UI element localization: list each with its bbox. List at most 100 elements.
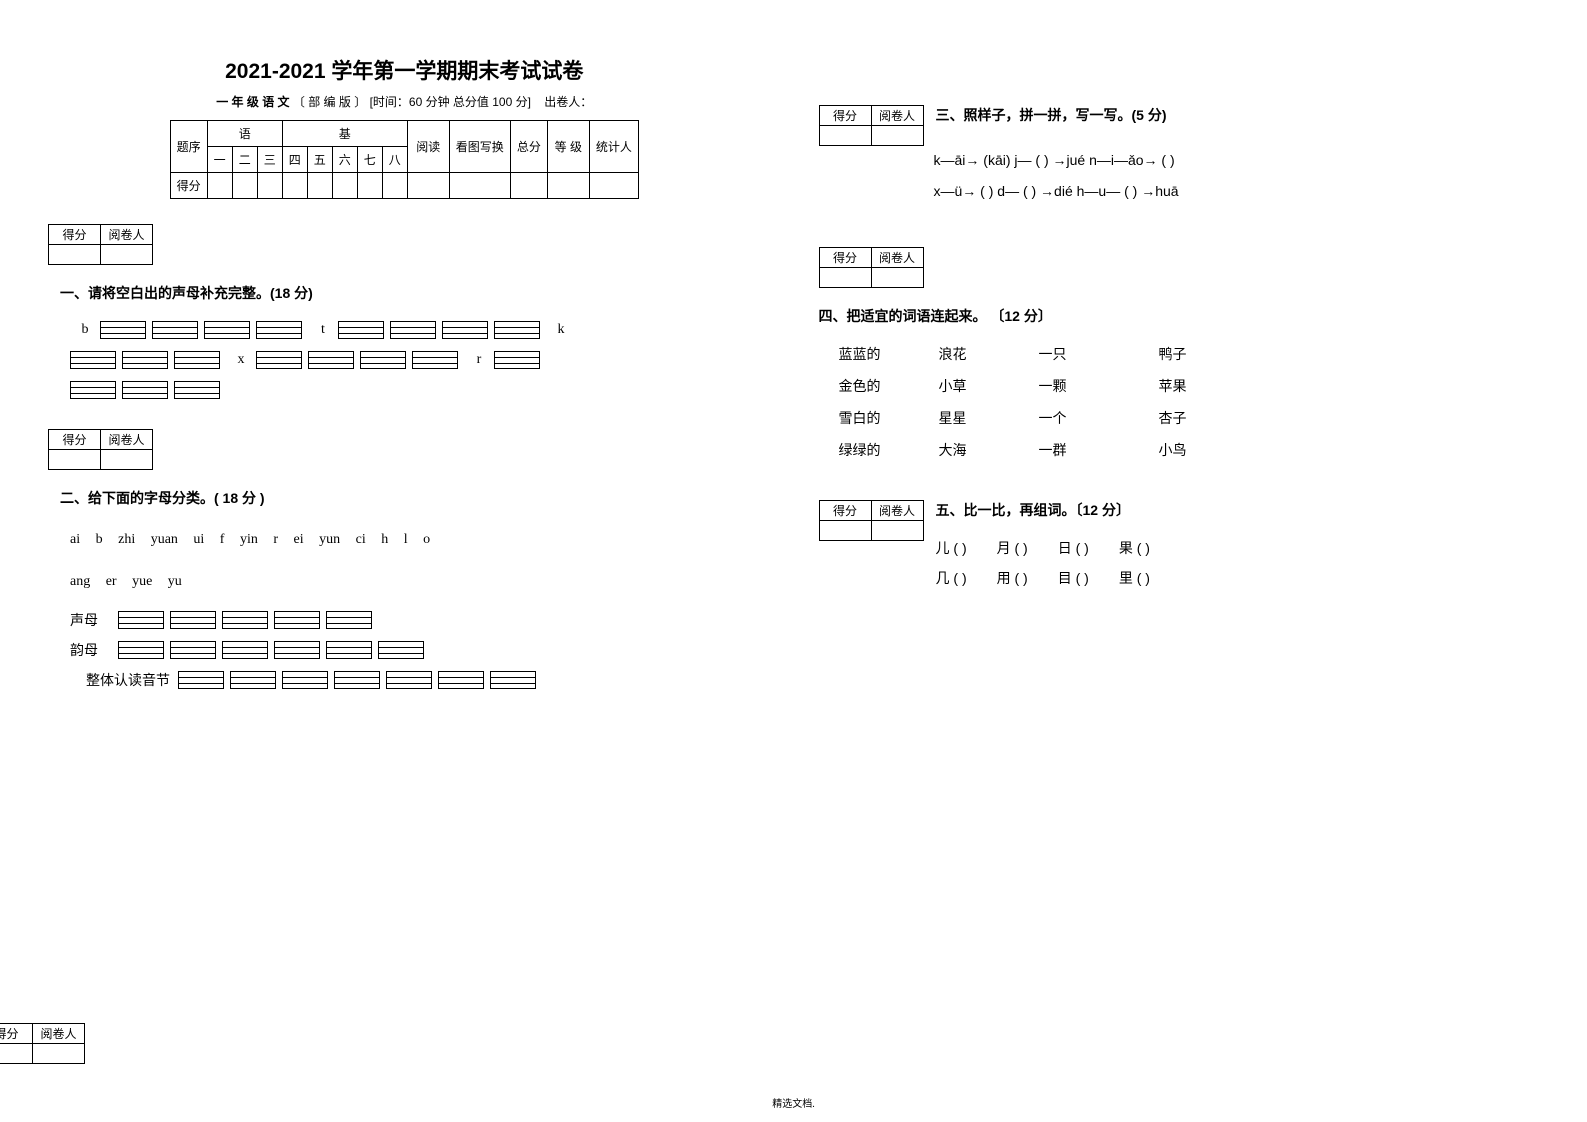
score-label: 得分 — [0, 1024, 33, 1044]
group-base: 基 — [282, 121, 407, 147]
writing-box[interactable] — [360, 351, 406, 369]
writing-box[interactable] — [118, 641, 164, 659]
q5-title: 五、比一比，再组词。〔12 分〕 — [936, 500, 1130, 520]
subtitle-author: 出卷人： — [544, 95, 592, 109]
writing-box[interactable] — [390, 321, 436, 339]
score-label: 得分 — [49, 225, 101, 245]
writing-box[interactable] — [256, 321, 302, 339]
col-3: 三 — [257, 147, 282, 173]
marker-label: 阅卷人 — [871, 247, 923, 267]
writing-box[interactable] — [152, 321, 198, 339]
writing-box[interactable] — [386, 671, 432, 689]
writing-box[interactable] — [378, 641, 424, 659]
q4-cell: 大海 — [939, 440, 1039, 460]
q3-line2: x—ü→ ( ) d— ( ) →dié h—u— ( ) →huā — [934, 176, 1548, 207]
writing-box[interactable] — [170, 641, 216, 659]
marker-label: 阅卷人 — [101, 430, 153, 450]
writing-box[interactable] — [338, 321, 384, 339]
q4-cell: 一个 — [1039, 408, 1159, 428]
q1-letter-t: t — [316, 322, 330, 338]
page-title: 2021-2021 学年第一学期期末考试试卷 — [40, 55, 769, 85]
col-5: 五 — [307, 147, 332, 173]
q4-cell: 小鸟 — [1159, 440, 1259, 460]
writing-box[interactable] — [222, 641, 268, 659]
q3-title: 三、照样子，拼一拼，写一写。(5 分) — [936, 105, 1167, 125]
group-lang: 语 — [207, 121, 282, 147]
q3-line1: k—āi→ (kāi) j— ( ) →jué n—i—ǎo→ ( ) — [934, 145, 1548, 176]
writing-box[interactable] — [122, 351, 168, 369]
writing-box[interactable] — [412, 351, 458, 369]
score-label: 得分 — [819, 247, 871, 267]
writing-box[interactable] — [274, 641, 320, 659]
col-pic: 看图写换 — [449, 121, 510, 173]
q2-label-2: 韵母 — [70, 640, 110, 660]
col-8: 八 — [382, 147, 407, 173]
q4-title: 四、把适宜的词语连起来。 〔12 分〕 — [819, 306, 1548, 326]
q4-cell: 浪花 — [939, 344, 1039, 364]
subtitle-grade: 一 年 级 语 文 — [216, 95, 289, 109]
q2-line1: ai b zhi yuan ui f yin r ei yun ci h l o — [70, 526, 769, 554]
writing-box[interactable] — [442, 321, 488, 339]
q2-title: 二、给下面的字母分类。( 18 分 ) — [60, 488, 769, 508]
writing-box[interactable] — [118, 611, 164, 629]
q2-label-1: 声母 — [70, 610, 110, 630]
writing-box[interactable] — [438, 671, 484, 689]
q4-cell: 苹果 — [1159, 376, 1259, 396]
writing-box[interactable] — [308, 351, 354, 369]
q4-score-box: 得分阅卷人 — [819, 247, 924, 288]
writing-box[interactable] — [174, 351, 220, 369]
q5-item: 儿 ( ) — [936, 538, 967, 558]
col-7: 七 — [357, 147, 382, 173]
writing-box[interactable] — [494, 351, 540, 369]
row-score: 得分 — [170, 173, 207, 199]
col-1: 一 — [207, 147, 232, 173]
q4-cell: 一颗 — [1039, 376, 1159, 396]
q4-cell: 雪白的 — [839, 408, 939, 428]
page-subtitle: 一 年 级 语 文 〔 部 编 版 〕 [时间：60 分钟 总分值 100 分]… — [40, 93, 769, 110]
q4-cell: 蓝蓝的 — [839, 344, 939, 364]
writing-box[interactable] — [326, 611, 372, 629]
q5-item: 日 ( ) — [1058, 538, 1089, 558]
writing-box[interactable] — [326, 641, 372, 659]
q5-item: 果 ( ) — [1119, 538, 1150, 558]
col-read: 阅读 — [407, 121, 449, 173]
score-label: 得分 — [819, 106, 871, 126]
score-label: 得分 — [49, 430, 101, 450]
writing-box[interactable] — [204, 321, 250, 339]
writing-box[interactable] — [170, 611, 216, 629]
q4-cell: 鸭子 — [1159, 344, 1259, 364]
subtitle-time: [时间：60 分钟 总分值 100 分] — [370, 95, 531, 109]
q3-score-box: 得分阅卷人 — [819, 105, 924, 146]
writing-box[interactable] — [256, 351, 302, 369]
q2-label-3: 整体认读音节 — [70, 670, 170, 690]
writing-box[interactable] — [178, 671, 224, 689]
page-footer: 精选文档. — [0, 1095, 1587, 1110]
q4-cell: 星星 — [939, 408, 1039, 428]
q1-letter-k: k — [554, 322, 568, 338]
q1-score-box: 得分阅卷人 — [48, 224, 153, 265]
writing-box[interactable] — [70, 381, 116, 399]
q5-item: 月 ( ) — [997, 538, 1028, 558]
q2-score-box: 得分阅卷人 — [48, 429, 153, 470]
writing-box[interactable] — [222, 611, 268, 629]
writing-box[interactable] — [122, 381, 168, 399]
q4-cell: 小草 — [939, 376, 1039, 396]
q5-score-box: 得分阅卷人 — [819, 500, 924, 541]
writing-box[interactable] — [282, 671, 328, 689]
writing-box[interactable] — [274, 611, 320, 629]
writing-box[interactable] — [100, 321, 146, 339]
marker-label: 阅卷人 — [101, 225, 153, 245]
col-title: 题序 — [170, 121, 207, 173]
q4-cell: 一群 — [1039, 440, 1159, 460]
writing-box[interactable] — [230, 671, 276, 689]
writing-box[interactable] — [174, 381, 220, 399]
q5-item: 目 ( ) — [1058, 568, 1089, 588]
writing-box[interactable] — [70, 351, 116, 369]
q2-section: ai b zhi yuan ui f yin r ei yun ci h l o… — [60, 526, 769, 690]
writing-box[interactable] — [494, 321, 540, 339]
writing-box[interactable] — [334, 671, 380, 689]
q4-cell: 一只 — [1039, 344, 1159, 364]
writing-box[interactable] — [490, 671, 536, 689]
q4-grid: 蓝蓝的 浪花 一只 鸭子 金色的 小草 一颗 苹果 雪白的 星星 一个 杏子 绿… — [839, 344, 1548, 460]
marker-label: 阅卷人 — [871, 500, 923, 520]
